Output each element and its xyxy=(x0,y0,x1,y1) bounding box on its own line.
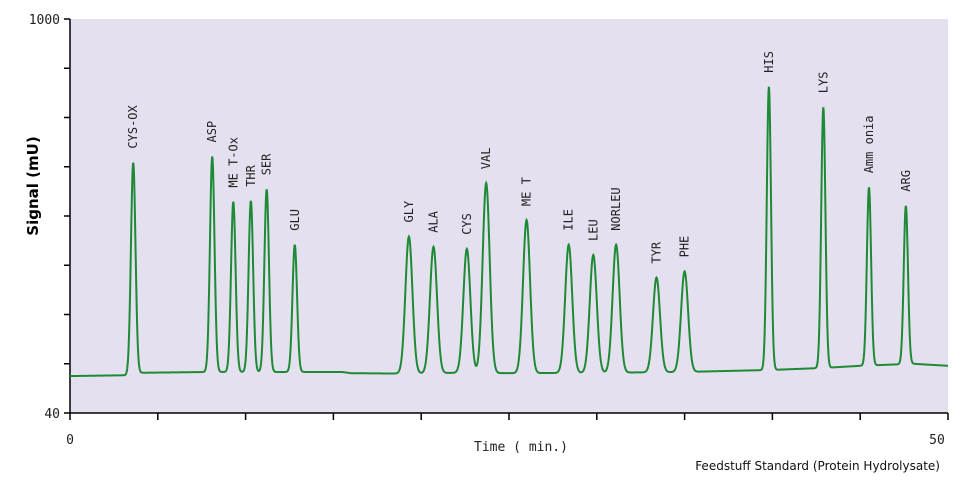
peak-label: GLY xyxy=(402,200,416,222)
peak-label: SER xyxy=(260,153,274,175)
peak-label: ME T xyxy=(520,177,534,206)
peak-label: ILE xyxy=(562,209,576,231)
peak-label: NORLEU xyxy=(609,187,623,230)
chart-caption: Feedstuff Standard (Protein Hydrolysate) xyxy=(695,459,940,473)
x-tick-label-max: 50 xyxy=(929,433,945,448)
y-axis-label: Signal (mU) xyxy=(24,136,42,235)
peak-label: ALA xyxy=(427,210,441,232)
peak-label: VAL xyxy=(479,148,493,170)
peak-label: CYS-OX xyxy=(126,104,140,148)
peak-label: GLU xyxy=(288,209,302,231)
x-axis-label: Time ( min.) xyxy=(474,440,568,455)
peak-label: ASP xyxy=(205,121,219,143)
peak-label: LEU xyxy=(586,219,600,241)
peak-label: Amm onia xyxy=(862,116,876,174)
x-tick-label-min: 0 xyxy=(66,433,74,448)
peak-label: HIS xyxy=(762,51,776,73)
peak-label: TYR xyxy=(650,241,664,263)
peak-label: THR xyxy=(244,164,258,186)
y-tick-label-max: 1000 xyxy=(29,13,60,28)
axes xyxy=(64,18,949,420)
peak-label: ARG xyxy=(899,170,913,192)
peak-label: PHE xyxy=(678,236,692,258)
chromatogram-trace xyxy=(70,86,949,378)
peak-label: ME T-Ox xyxy=(226,137,240,188)
y-tick-label-min: 40 xyxy=(44,407,60,422)
peak-label: LYS xyxy=(816,72,830,94)
peak-label: CYS xyxy=(460,213,474,235)
